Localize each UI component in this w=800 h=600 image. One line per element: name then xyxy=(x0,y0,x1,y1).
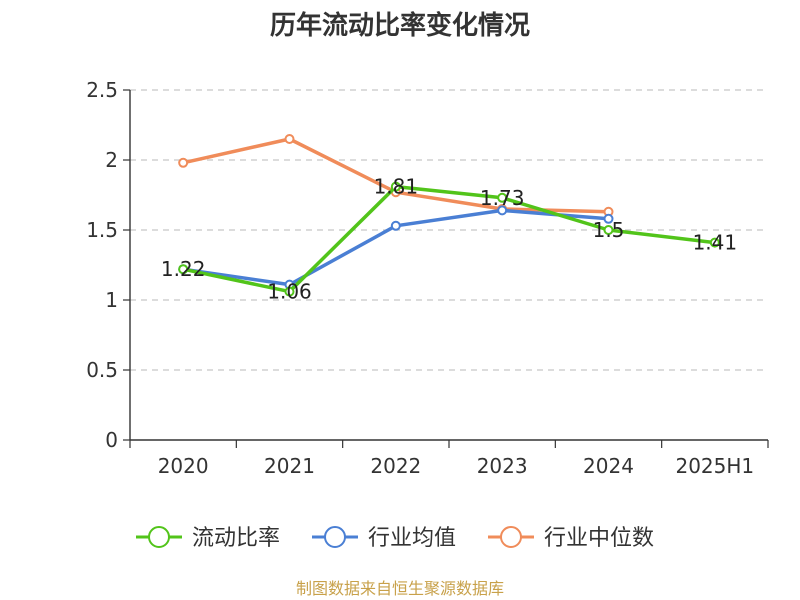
x-tick-label: 2024 xyxy=(583,454,634,478)
series-line xyxy=(182,184,716,294)
data-label: 1.81 xyxy=(374,175,419,199)
y-tick-label: 1.5 xyxy=(86,218,118,242)
x-tick-label: 2025H1 xyxy=(675,454,754,478)
legend-swatch-marker xyxy=(500,526,522,548)
legend-label: 行业均值 xyxy=(368,526,456,551)
y-tick-label: 1 xyxy=(105,288,118,312)
data-label: 1.73 xyxy=(480,186,525,210)
data-point[interactable] xyxy=(603,213,614,224)
chart-title: 历年流动比率变化情况 xyxy=(270,10,530,41)
legend[interactable]: 流动比率 行业均值 行业中位数 xyxy=(136,526,654,551)
data-point[interactable] xyxy=(178,264,189,275)
x-tick-label: 2021 xyxy=(264,454,315,478)
source-note: 制图数据来自恒生聚源数据库 xyxy=(296,579,504,598)
data-label: 1.22 xyxy=(161,257,206,281)
x-tick-label: 2023 xyxy=(477,454,528,478)
data-point[interactable] xyxy=(603,225,614,235)
y-tick-label: 2 xyxy=(105,148,118,172)
data-point[interactable] xyxy=(284,286,295,297)
y-tick-label: 0.5 xyxy=(86,358,118,382)
series-0 xyxy=(178,181,720,297)
data-point[interactable] xyxy=(178,157,189,168)
data-point[interactable] xyxy=(284,134,295,144)
data-point[interactable] xyxy=(497,192,508,203)
data-point[interactable] xyxy=(390,220,401,231)
legend-label: 流动比率 xyxy=(192,526,280,551)
data-point[interactable] xyxy=(497,205,508,216)
data-point[interactable] xyxy=(390,181,401,192)
legend-label: 行业中位数 xyxy=(544,526,654,551)
data-label: 1.06 xyxy=(267,280,312,304)
data-label: 1.41 xyxy=(693,231,738,255)
legend-item-2[interactable]: 行业中位数 xyxy=(488,526,654,551)
legend-swatch-marker xyxy=(148,526,170,548)
axes: 0 0.5 1 1.5 2 2.5 2020 2021 2022 2023 2024 2025H1 xyxy=(86,78,769,478)
y-tick-label: 0 xyxy=(105,428,118,452)
data-point[interactable] xyxy=(709,237,720,248)
legend-item-1[interactable]: 行业均值 xyxy=(312,526,456,551)
series-1 xyxy=(178,205,614,290)
legend-item-0[interactable]: 流动比率 xyxy=(136,526,280,551)
data-label: 1.5 xyxy=(593,218,625,242)
series-layer xyxy=(178,134,720,297)
x-tick-label: 2020 xyxy=(158,454,209,478)
legend-swatch-marker xyxy=(324,526,346,548)
grid xyxy=(130,89,768,371)
x-tick-label: 2022 xyxy=(370,454,421,478)
data-labels: 1.22 1.06 1.81 1.73 1.5 1.41 xyxy=(161,175,737,304)
y-tick-label: 2.5 xyxy=(86,78,118,102)
